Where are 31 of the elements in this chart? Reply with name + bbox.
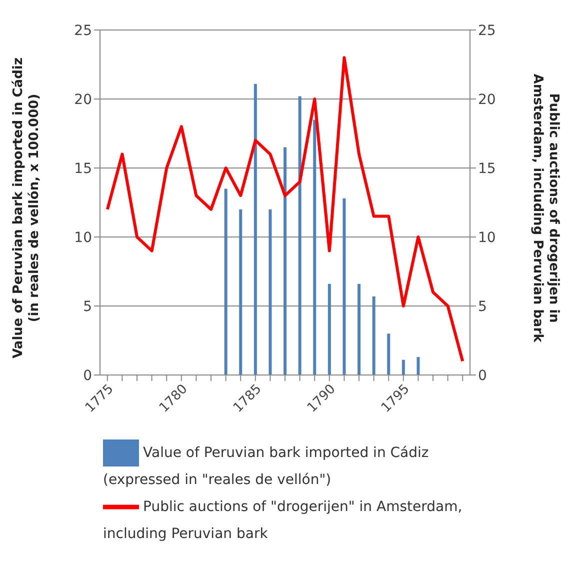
bar	[254, 84, 257, 375]
bar	[372, 296, 376, 375]
bar	[284, 147, 287, 375]
y2-tick-label: 5	[478, 298, 487, 315]
bar	[402, 360, 405, 375]
bar	[313, 120, 316, 375]
legend-label: Value of Peruvian bark imported in Cádiz (expressed in "reales de vellón")	[103, 444, 429, 488]
bar	[298, 96, 302, 375]
y2-tick-label: 20	[478, 92, 496, 108]
bar	[342, 198, 346, 375]
y-axis-title: Value of Peruvian bark imported in Cádiz (in reales de vellón, x 100.000)	[11, 58, 42, 358]
bar	[239, 209, 242, 375]
y-tick-label: 10	[74, 230, 92, 246]
y2-tick-label: 0	[478, 368, 487, 384]
y-tick-label: 15	[74, 160, 92, 177]
bar	[387, 334, 390, 375]
y2-tick-label: 15	[478, 160, 496, 177]
y-tick-label: 20	[74, 92, 92, 108]
legend-label: Public auctions of "drogerijen" in Amsterdam, including Peruvian bark	[103, 498, 462, 542]
bar	[358, 284, 361, 375]
y2-tick-label: 10	[478, 230, 496, 246]
y-tick-label: 0	[83, 368, 92, 384]
bar	[416, 357, 420, 375]
bar	[224, 188, 228, 375]
y-tick-label: 5	[83, 298, 92, 315]
y2-tick-label: 25	[478, 22, 496, 39]
y2-axis-title: Public auctions of drogerijen in Amsterdam, including Peruvian bark	[530, 74, 561, 343]
line-series	[106, 56, 464, 363]
bar	[268, 209, 272, 375]
y-tick-label: 25	[74, 22, 92, 39]
bar	[328, 284, 331, 375]
